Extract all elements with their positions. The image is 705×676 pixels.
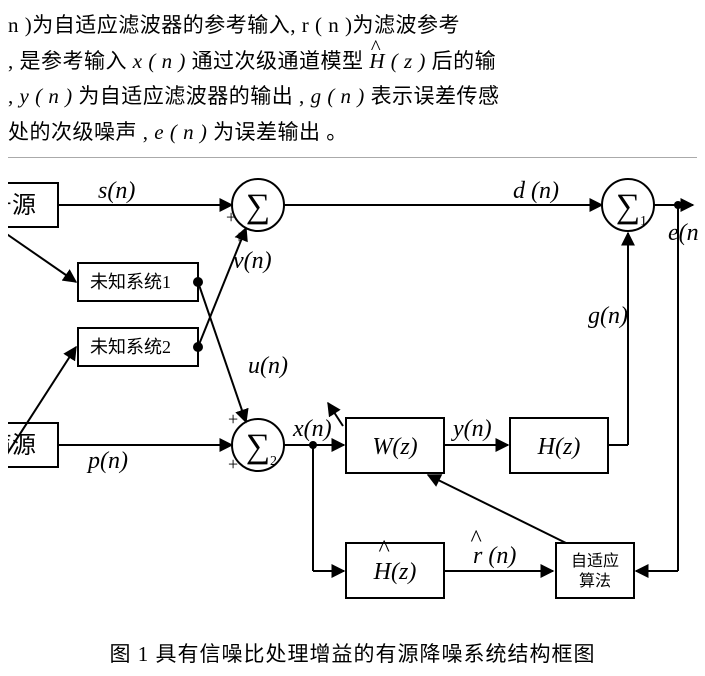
line2-prefix: , xyxy=(8,84,20,108)
adaptive-l2: 算法 xyxy=(579,571,611,590)
line3-suffix: 为误差输出 。 xyxy=(213,120,348,144)
line-adapt-to-w xyxy=(428,475,566,543)
line-sig-u1 xyxy=(8,228,76,282)
e-n: e ( n ) xyxy=(154,120,207,144)
adaptive-l1: 自适应 xyxy=(571,551,619,570)
label-g-n: g(n) xyxy=(588,303,628,329)
wz-label: W(z) xyxy=(372,434,417,460)
sum-top-sigma: ∑ xyxy=(246,188,270,225)
line-u-n xyxy=(198,282,246,422)
unknown1-label: 未知系统1 xyxy=(90,272,171,292)
sum-bottom-sigma: ∑ xyxy=(246,428,270,465)
line1-prefix: , 是参考输入 xyxy=(8,49,133,73)
label-u-n: u(n) xyxy=(248,353,288,379)
line2-mid1: 为自适应滤波器的输出 , xyxy=(78,84,310,108)
hhat-label: H(z) xyxy=(373,559,417,585)
label-v-n: v(n) xyxy=(233,248,272,274)
sum-right-sigma: ∑ xyxy=(616,188,640,225)
H-z: H ( z ) xyxy=(369,49,426,73)
y-n: y ( n ) xyxy=(20,84,73,108)
body-text: n )为自适应滤波器的参考输入, r ( n )为滤波参考 , 是参考输入 x … xyxy=(8,8,697,151)
label-d-n: d (n) xyxy=(513,178,559,204)
block-diagram: 号源 声源 未知系统1 未知系统2 ∑ + + ∑ 2 + + s(n) p(n… xyxy=(8,168,698,628)
line0: n )为自适应滤波器的参考输入, r ( n )为滤波参考 xyxy=(8,13,460,37)
sum-top-plus-left: + xyxy=(226,207,236,227)
line1-suffix: 后的输 xyxy=(432,49,497,73)
label-x-n: x(n) xyxy=(292,416,332,442)
g-n: g ( n ) xyxy=(311,84,365,108)
label-e-n: e(n xyxy=(668,220,698,246)
line3-prefix: 处的次级噪声 , xyxy=(8,120,154,144)
separator xyxy=(8,157,697,158)
x-n: x ( n ) xyxy=(133,49,186,73)
sum-bottom-sub: 2 xyxy=(270,454,277,469)
line-v-n xyxy=(198,228,246,347)
signal-source-label: 号源 xyxy=(8,192,36,219)
label-y-n: y(n) xyxy=(451,416,492,442)
label-s-n: s(n) xyxy=(98,178,135,204)
figure-caption: 图 1 具有信噪比处理增益的有源降噪系统结构框图 xyxy=(8,638,697,668)
line2-suffix: 表示误差传感 xyxy=(371,84,500,108)
hz-label: H(z) xyxy=(537,434,581,460)
line1-mid: 通过次级通道模型 xyxy=(192,49,370,73)
unknown2-label: 未知系统2 xyxy=(90,337,171,357)
sum-bottom-plus-top: + xyxy=(228,409,238,429)
label-p-n: p(n) xyxy=(86,448,128,474)
sum-right-sub: 1 xyxy=(640,214,647,229)
sum-bottom-plus-left: + xyxy=(228,454,238,474)
